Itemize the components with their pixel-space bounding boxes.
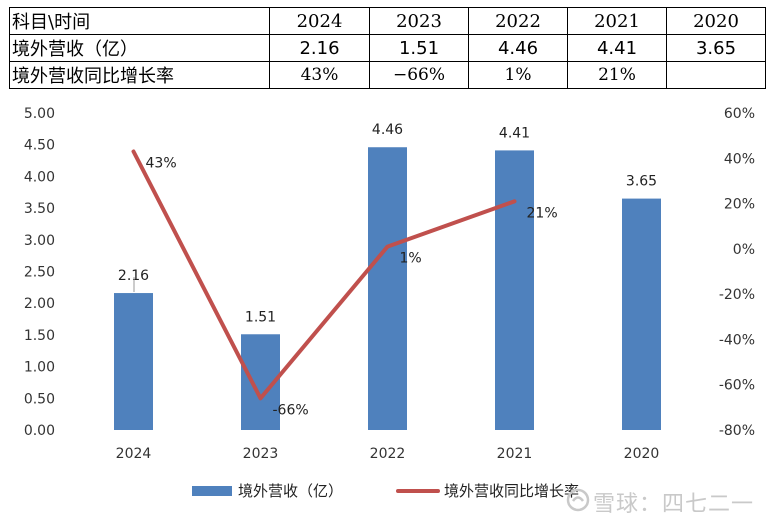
left-tick-label: 3.50: [24, 201, 55, 217]
table-cell: 43%: [269, 61, 370, 89]
bar-data-label: 3.65: [626, 174, 657, 190]
bar-series: [114, 147, 661, 430]
bar-data-label: 1.51: [245, 309, 276, 325]
left-tick-label: 2.00: [24, 296, 55, 312]
bar-data-label: 4.41: [499, 125, 530, 141]
right-tick-label: 60%: [724, 106, 755, 122]
combo-chart: 0.00 0.50 1.00 1.50 2.00 2.50 3.00 3.50 4.00 4.50…: [24, 106, 755, 500]
table-row-label: 境外营收同比增长率: [9, 61, 270, 89]
right-tick-label: -80%: [719, 423, 755, 439]
line-data-label: 21%: [527, 205, 558, 221]
bar-data-label: 2.16: [118, 268, 149, 284]
table-cell: −66%: [369, 61, 469, 89]
legend-swatch-bar: [192, 486, 232, 496]
line-data-label: 1%: [400, 251, 422, 267]
bar: [622, 198, 661, 430]
x-tick-label: 2022: [370, 446, 406, 462]
table-cell: 1%: [468, 61, 568, 89]
table-year-cell: 2024: [269, 7, 370, 35]
left-tick-label: 1.50: [24, 328, 55, 344]
table-year-cell: 2020: [666, 7, 766, 35]
table-cell: 4.41: [567, 34, 667, 62]
left-tick-label: 0.00: [24, 423, 55, 439]
data-table: 科目\时间 2024 2023 2022 2021 2020 境外营收（亿） 2…: [9, 7, 766, 89]
line-series: [131, 149, 517, 401]
left-tick-label: 3.00: [24, 233, 55, 249]
x-tick-label: 2024: [116, 446, 152, 462]
x-tick-label: 2020: [624, 446, 660, 462]
table-cell: [666, 61, 766, 89]
growth-line: [131, 149, 517, 401]
legend-label: 境外营收同比增长率: [444, 482, 579, 500]
snowball-logo-icon: [566, 488, 590, 512]
bar-data-label: 4.46: [372, 122, 403, 138]
table-year-cell: 2022: [468, 7, 568, 35]
table-cell: 1.51: [369, 34, 469, 62]
right-axis: -80% -60% -40% -20% 0% 20% 40% 60%: [719, 106, 755, 439]
x-axis: 2024 2023 2022 2021 2020: [116, 446, 660, 462]
right-tick-label: 40%: [724, 151, 755, 167]
left-tick-label: 0.50: [24, 391, 55, 407]
right-tick-label: -40%: [719, 332, 755, 348]
right-tick-label: 0%: [733, 242, 755, 258]
bar-data-labels: 2.16 1.51 4.46 4.41 3.65: [118, 122, 657, 325]
table-cell: 2.16: [269, 34, 370, 62]
bar: [495, 150, 534, 430]
table-cell: 4.46: [468, 34, 568, 62]
left-tick-label: 2.50: [24, 265, 55, 281]
table-year-cell: 2021: [567, 7, 667, 35]
line-data-labels: 43% -66% 1% 21%: [146, 155, 558, 418]
x-tick-label: 2023: [243, 446, 279, 462]
x-tick-label: 2021: [497, 446, 533, 462]
table-cell: 3.65: [666, 34, 766, 62]
table-year-cell: 2023: [369, 7, 469, 35]
right-tick-label: 20%: [724, 197, 755, 213]
left-tick-label: 4.00: [24, 169, 55, 185]
left-tick-label: 5.00: [24, 106, 55, 122]
legend: 境外营收（亿） 境外营收同比增长率: [192, 482, 579, 500]
left-tick-label: 4.50: [24, 138, 55, 154]
right-tick-label: -20%: [719, 287, 755, 303]
line-data-label: 43%: [146, 155, 177, 171]
line-data-label: -66%: [273, 402, 309, 418]
right-tick-label: -60%: [719, 378, 755, 394]
legend-label: 境外营收（亿）: [238, 482, 343, 500]
table-row: 境外营收（亿） 2.16 1.51 4.46 4.41 3.65: [9, 34, 766, 62]
left-tick-label: 1.00: [24, 360, 55, 376]
table-cell: 21%: [567, 61, 667, 89]
bar: [114, 293, 153, 430]
bar: [368, 147, 407, 430]
table-row: 境外营收同比增长率 43% −66% 1% 21%: [9, 61, 766, 89]
watermark-text: 雪球：四七二一: [593, 492, 755, 517]
table-header-label: 科目\时间: [9, 7, 270, 35]
table-row-label: 境外营收（亿）: [9, 34, 270, 62]
table-header-row: 科目\时间 2024 2023 2022 2021 2020: [9, 7, 766, 35]
left-axis: 0.00 0.50 1.00 1.50 2.00 2.50 3.00 3.50 4.00 4.50…: [24, 106, 55, 439]
